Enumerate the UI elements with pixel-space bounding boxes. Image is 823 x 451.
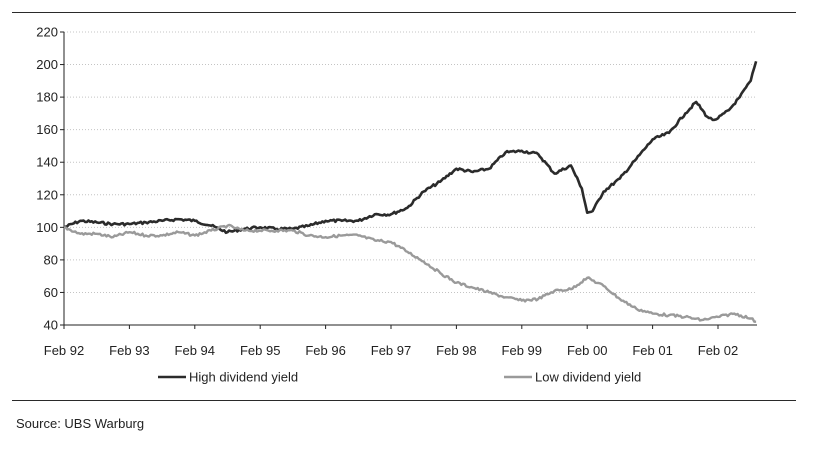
x-axis-tick-labels: Feb 92 Feb 93 Feb 94 Feb 95 Feb 96 Feb 97 Feb …	[44, 343, 738, 358]
series-line-high-dividend-yield	[63, 60, 758, 235]
top-rule	[12, 12, 796, 13]
series-line-low-dividend-yield	[63, 223, 757, 323]
series-lines	[63, 60, 758, 323]
x-tick-label: Feb 96	[305, 343, 345, 358]
y-tick-label: 60	[44, 285, 58, 300]
x-tick-label: Feb 01	[632, 343, 672, 358]
x-tick-label: Feb 94	[175, 343, 215, 358]
y-tick-label: 220	[36, 25, 58, 40]
x-tick-label: Feb 00	[567, 343, 607, 358]
bottom-rule	[12, 400, 796, 401]
legend-label: Low dividend yield	[535, 370, 641, 385]
x-tick-label: Feb 97	[371, 343, 411, 358]
source-note: Source: UBS Warburg	[16, 416, 145, 431]
x-tick-label: Feb 95	[240, 343, 280, 358]
legend-label: High dividend yield	[189, 370, 298, 385]
x-tick-label: Feb 99	[502, 343, 542, 358]
y-tick-label: 180	[36, 90, 58, 105]
y-tick-label: 40	[44, 318, 58, 333]
y-tick-label: 140	[36, 155, 58, 170]
x-tick-label: Feb 98	[436, 343, 476, 358]
y-tick-label: 160	[36, 122, 58, 137]
legend: High dividend yield Low dividend yield	[158, 370, 641, 385]
y-tick-label: 100	[36, 220, 58, 235]
y-tick-label: 80	[44, 252, 58, 267]
axes	[60, 31, 757, 329]
x-tick-label: Feb 92	[44, 343, 84, 358]
x-tick-label: Feb 93	[109, 343, 149, 358]
y-tick-label: 120	[36, 187, 58, 202]
y-axis-tick-labels: 40 60 80 100 120 140 160 180 200 220	[36, 25, 58, 333]
line-chart: 40 60 80 100 120 140 160 180 200 220 Feb 92 Feb 93…	[36, 25, 758, 385]
x-tick-label: Feb 02	[698, 343, 738, 358]
y-tick-label: 200	[36, 57, 58, 72]
